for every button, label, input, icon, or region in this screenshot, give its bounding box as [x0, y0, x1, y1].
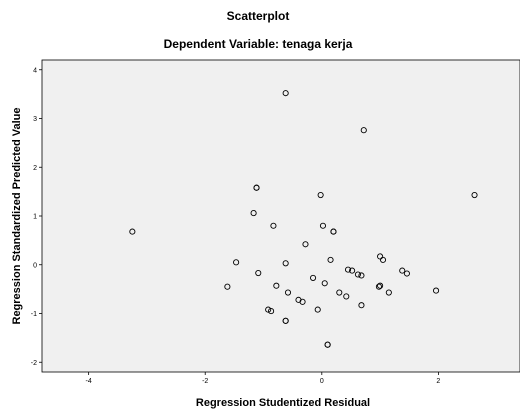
data-point	[282, 260, 289, 267]
y-axis: -2 -1 0 1 2 3 4	[31, 67, 42, 367]
x-tick-label: 0	[320, 378, 324, 385]
data-point	[299, 298, 306, 305]
data-point	[224, 283, 231, 290]
data-point	[302, 241, 309, 248]
data-point	[270, 222, 277, 229]
data-point	[375, 283, 382, 290]
data-point	[317, 191, 324, 199]
y-tick-label: -2	[31, 360, 37, 367]
y-tick-label: 0	[33, 262, 37, 269]
data-point	[253, 184, 260, 191]
data-point	[399, 267, 406, 274]
data-point	[273, 282, 280, 289]
data-point	[471, 191, 478, 199]
data-point	[310, 274, 317, 281]
x-axis: -4 -2 0 2	[86, 372, 440, 385]
chart-subtitle: Dependent Variable: tenaga kerja	[164, 37, 353, 51]
data-point	[354, 271, 361, 278]
data-point	[284, 289, 292, 296]
data-point	[319, 222, 327, 229]
data-point	[330, 228, 337, 235]
x-tick-label: -4	[86, 378, 92, 385]
data-point	[233, 259, 240, 266]
data-point	[250, 210, 257, 217]
data-point	[349, 267, 356, 274]
data-point	[255, 269, 262, 277]
data-point	[433, 287, 440, 294]
data-point	[358, 302, 365, 309]
y-tick-label: 2	[33, 165, 37, 172]
plot-area	[41, 59, 520, 373]
data-point	[324, 341, 331, 348]
data-point	[327, 256, 334, 263]
data-point	[336, 289, 343, 296]
data-point	[282, 317, 289, 324]
data-point	[343, 293, 350, 300]
data-points	[129, 90, 478, 348]
data-point	[385, 289, 392, 296]
y-tick-label: 1	[33, 214, 37, 221]
data-point	[379, 256, 387, 263]
x-axis-label: Regression Studentized Residual	[196, 397, 370, 409]
x-tick-label: 2	[436, 378, 440, 385]
data-point	[344, 266, 352, 273]
data-point	[265, 306, 272, 313]
data-point	[358, 272, 365, 279]
data-point	[282, 90, 289, 97]
data-point	[403, 270, 410, 277]
data-point	[321, 280, 328, 287]
data-point	[314, 306, 321, 313]
data-point	[268, 308, 275, 315]
y-axis-label: Regression Standardized Predicted Value	[11, 107, 23, 324]
y-tick-label: 4	[33, 67, 37, 74]
data-point	[129, 228, 136, 235]
chart-title: Scatterplot	[227, 9, 290, 23]
y-tick-label: -1	[31, 311, 37, 318]
x-tick-label: -2	[202, 378, 208, 385]
data-point	[377, 282, 384, 289]
y-tick-label: 3	[33, 116, 37, 123]
data-point	[360, 127, 367, 134]
